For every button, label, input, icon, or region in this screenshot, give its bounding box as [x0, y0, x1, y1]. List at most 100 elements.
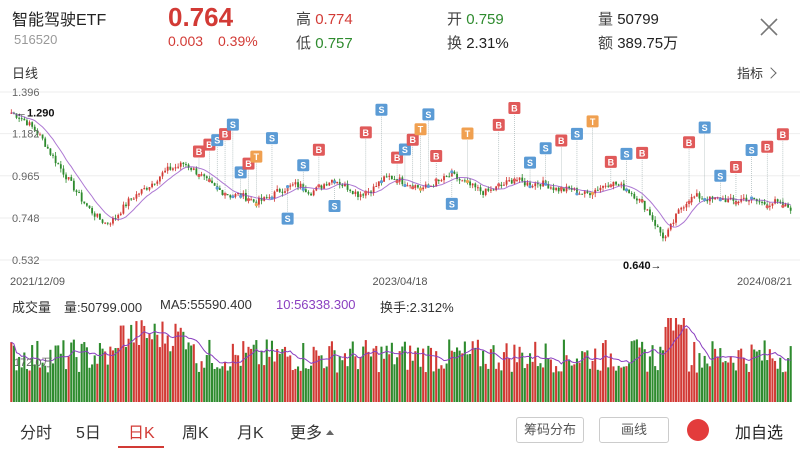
volume-bar: [432, 371, 435, 402]
volume-bar: [93, 355, 96, 402]
volume-bar: [91, 364, 94, 402]
low-annotation: 0.640→: [623, 260, 662, 272]
candle-body: [656, 225, 659, 228]
y-tick-label: 0.748: [12, 213, 40, 225]
candle-body: [218, 188, 221, 190]
volume-bar: [568, 360, 571, 402]
volume-bar: [78, 371, 81, 402]
volume-bar: [690, 365, 693, 402]
volume-bar: [299, 370, 302, 402]
candle-body: [357, 191, 359, 198]
signal-badge: [714, 169, 727, 182]
tab-weekly-k[interactable]: 周K: [182, 425, 209, 442]
tab-intraday[interactable]: 分时: [20, 425, 53, 442]
candle-body: [370, 191, 372, 193]
candle-body: [667, 229, 670, 237]
volume-bar: [646, 371, 649, 402]
signal-badge: [312, 143, 325, 156]
volume-bar: [609, 353, 612, 402]
candle-body: [39, 134, 41, 136]
volume-bar: [596, 369, 599, 402]
volume-bar: [122, 325, 125, 402]
signal-letter: S: [378, 105, 384, 115]
volume-bar: [586, 350, 589, 402]
signal-letter: S: [238, 168, 244, 178]
volume-bar: [456, 347, 459, 402]
candle-body: [104, 222, 107, 224]
candle-body: [85, 203, 88, 206]
candle-body: [354, 191, 357, 195]
watchlist-dot-icon[interactable]: [687, 419, 709, 441]
candle-body: [127, 198, 130, 207]
candle-body: [695, 193, 698, 197]
volume-bar: [526, 363, 529, 402]
volume-axis-label: 172.0万: [14, 357, 53, 369]
candle-body: [278, 189, 281, 192]
volume-bar: [33, 364, 36, 402]
signal-letter: S: [230, 120, 236, 130]
volume-bar: [286, 356, 289, 402]
candle-body: [153, 183, 156, 185]
signal-badge: [524, 156, 537, 169]
candle-body: [677, 209, 680, 214]
volume-bar: [310, 365, 313, 402]
candle-body: [729, 197, 732, 199]
volume-bar: [127, 338, 130, 402]
candle-body: [138, 193, 140, 195]
candle-body: [768, 205, 771, 207]
signal-badge: [729, 161, 742, 174]
tab-more-label: 更多: [290, 425, 323, 442]
volume-bar: [119, 325, 122, 402]
volume-bar: [403, 341, 406, 402]
volume-bar: [200, 361, 203, 402]
fund-title: 智能驾驶ETF: [12, 12, 107, 29]
volume-bar: [518, 346, 521, 402]
candle-body: [145, 188, 148, 190]
tab-more[interactable]: 更多: [290, 419, 335, 443]
volume-bar: [273, 361, 276, 402]
candle-body: [487, 188, 490, 191]
candle-body: [125, 204, 127, 207]
candle-body: [753, 197, 756, 200]
tab-monthly-k[interactable]: 月K: [237, 425, 264, 442]
volume-bar: [469, 354, 472, 402]
candle-body: [789, 207, 792, 211]
signal-point: [418, 187, 423, 191]
draw-line-button[interactable]: 画线: [599, 417, 669, 443]
price-change-pct: 0.39%: [218, 33, 258, 49]
volume-bar: [390, 342, 393, 402]
volume-bar: [628, 363, 631, 402]
add-watchlist-button[interactable]: 加自选: [735, 425, 784, 442]
candle-body: [654, 219, 657, 226]
signal-point: [559, 186, 563, 191]
volume-bar: [283, 346, 287, 402]
candle-body: [690, 196, 693, 203]
chip-distribution-button[interactable]: 筹码分布: [516, 417, 584, 443]
volume-bar: [104, 351, 107, 402]
volume-bar: [607, 367, 610, 402]
volume-bar: [44, 365, 47, 402]
signal-point: [434, 178, 438, 182]
last-price: 0.764: [168, 2, 234, 32]
volume-bar: [341, 360, 344, 402]
tab-daily-k[interactable]: 日K: [128, 425, 155, 442]
signal-letter: B: [496, 120, 503, 130]
candle-body: [258, 197, 260, 205]
volume-bar: [156, 334, 159, 402]
volume-bar: [117, 347, 120, 402]
indicator-button[interactable]: 指标: [737, 63, 777, 82]
volume-bar: [385, 345, 388, 402]
candle-body: [346, 184, 349, 190]
close-icon[interactable]: [758, 16, 780, 38]
candle-body: [135, 194, 138, 199]
candle-body: [132, 198, 135, 200]
tab-5day[interactable]: 5日: [76, 425, 101, 442]
kline-toolbar: 日线 指标: [0, 58, 800, 84]
volume-bar: [682, 318, 685, 402]
candle-body: [72, 180, 75, 191]
candle-body: [607, 185, 610, 187]
volume-bar: [36, 340, 39, 402]
candle-body: [260, 197, 263, 201]
volume-bar: [693, 341, 696, 402]
